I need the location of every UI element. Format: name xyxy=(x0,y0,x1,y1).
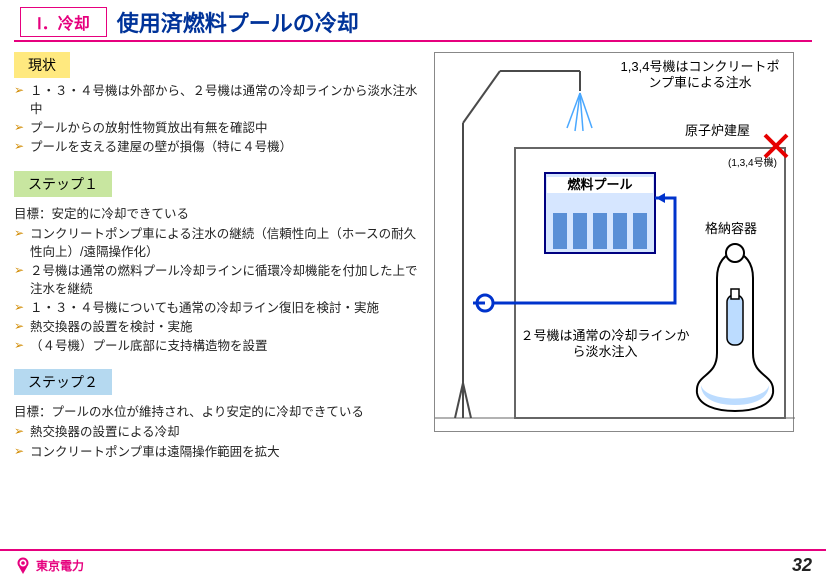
block-step1: ステップ１ 目標：安定的に冷却できている コンクリートポンプ車による注水の継続（… xyxy=(14,171,424,356)
company-name: 東京電力 xyxy=(36,557,84,574)
diagram-svg xyxy=(435,53,795,433)
bullet-item: プールからの放射性物質放出有無を確認中 xyxy=(14,119,424,137)
section-tag: Ⅰ．冷却 xyxy=(20,7,107,37)
logo-mark-icon xyxy=(14,557,32,575)
bullet-item: 熱交換器の設置による冷却 xyxy=(14,423,424,441)
bullet-item: ２号機は通常の燃料プール冷却ラインに循環冷却機能を付加した上で注水を継続 xyxy=(14,262,424,298)
right-column: 1,3,4号機はコンクリートポンプ車による注水 原子炉建屋 (1,3,4号機) … xyxy=(434,52,812,475)
bullet-item: コンクリートポンプ車による注水の継続（信頼性向上（ホースの耐久性向上）/遠隔操作… xyxy=(14,225,424,261)
bullet-item: （４号機）プール底部に支持構造物を設置 xyxy=(14,337,424,355)
diagram-vessel-label: 格納容器 xyxy=(705,221,757,237)
list-current: １・３・４号機は外部から、２号機は通常の冷却ラインから淡水注水中プールからの放射… xyxy=(14,82,424,157)
diagram: 1,3,4号機はコンクリートポンプ車による注水 原子炉建屋 (1,3,4号機) … xyxy=(434,52,794,432)
bullet-item: １・３・４号機についても通常の冷却ライン復旧を検討・実施 xyxy=(14,299,424,317)
label-step1: ステップ１ xyxy=(14,171,112,197)
diagram-building-label: 原子炉建屋 xyxy=(685,123,750,139)
footer: 東京電力 32 xyxy=(0,549,826,582)
diagram-line2-label: ２号機は通常の冷却ラインから淡水注入 xyxy=(520,328,690,361)
left-column: 現状 １・３・４号機は外部から、２号機は通常の冷却ラインから淡水注水中プールから… xyxy=(14,52,424,475)
page-title: 使用済燃料プールの冷却 xyxy=(117,6,359,38)
bullet-item: 熱交換器の設置を検討・実施 xyxy=(14,318,424,336)
containment-vessel-icon xyxy=(697,244,773,411)
block-current: 現状 １・３・４号機は外部から、２号機は通常の冷却ラインから淡水注水中プールから… xyxy=(14,52,424,157)
goal-step2: 目標：プールの水位が維持され、より安定的に冷却できている xyxy=(14,401,424,420)
diagram-pool-label: 燃料プール xyxy=(547,177,653,193)
list-step2: 熱交換器の設置による冷却コンクリートポンプ車は遠隔操作範囲を拡大 xyxy=(14,423,424,460)
bullet-item: コンクリートポンプ車は遠隔操作範囲を拡大 xyxy=(14,443,424,461)
label-current: 現状 xyxy=(14,52,70,78)
bullet-item: プールを支える建屋の壁が損傷（特に４号機） xyxy=(14,138,424,156)
label-step2: ステップ２ xyxy=(14,369,112,395)
diagram-x-note: (1,3,4号機) xyxy=(728,158,777,171)
page-number: 32 xyxy=(792,555,812,576)
diagram-pump-label: 1,3,4号機はコンクリートポンプ車による注水 xyxy=(615,59,785,92)
damage-x-icon xyxy=(765,135,787,157)
goal-step1: 目標：安定的に冷却できている xyxy=(14,203,424,222)
block-step2: ステップ２ 目標：プールの水位が維持され、より安定的に冷却できている 熱交換器の… xyxy=(14,369,424,460)
list-step1: コンクリートポンプ車による注水の継続（信頼性向上（ホースの耐久性向上）/遠隔操作… xyxy=(14,225,424,356)
bullet-item: １・３・４号機は外部から、２号機は通常の冷却ラインから淡水注水中 xyxy=(14,82,424,118)
company-logo: 東京電力 xyxy=(14,557,84,575)
water-spray-icon xyxy=(567,93,592,131)
